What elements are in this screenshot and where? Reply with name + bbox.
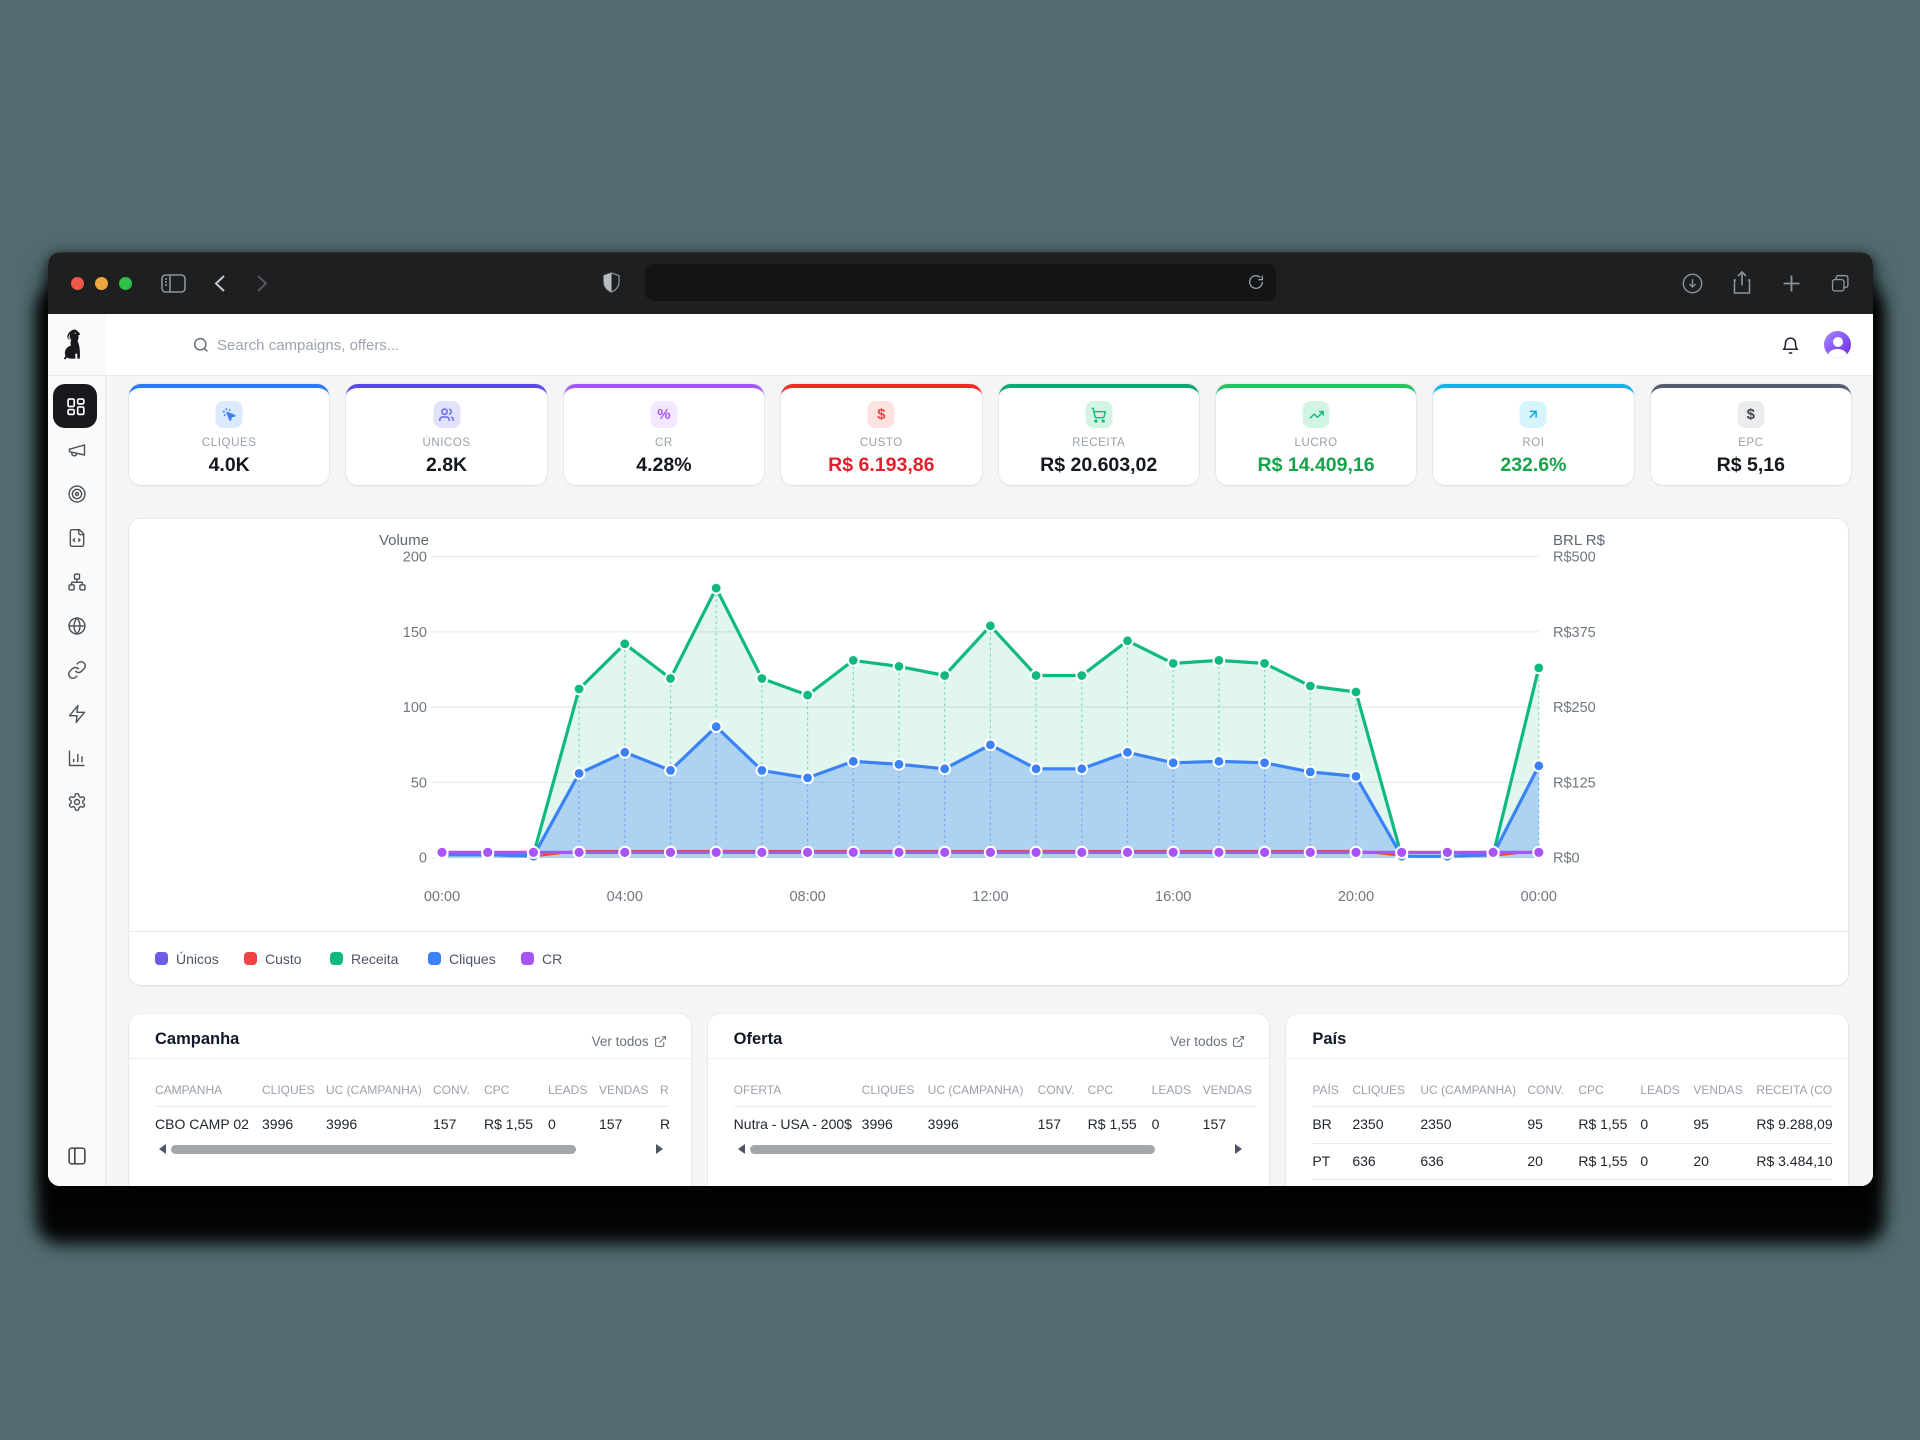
svg-text:0: 0 — [419, 851, 427, 867]
svg-text:08:00: 08:00 — [789, 889, 825, 905]
svg-text:200: 200 — [403, 550, 427, 566]
svg-text:Volume: Volume — [379, 532, 429, 549]
svg-text:100: 100 — [403, 700, 427, 716]
svg-text:00:00: 00:00 — [1521, 889, 1557, 905]
svg-text:50: 50 — [411, 775, 427, 791]
svg-text:00:00: 00:00 — [424, 889, 460, 905]
svg-text:20:00: 20:00 — [1338, 889, 1374, 905]
svg-text:150: 150 — [403, 625, 427, 641]
svg-text:12:00: 12:00 — [972, 889, 1008, 905]
svg-text:BRL R$: BRL R$ — [1553, 532, 1606, 549]
svg-text:R$250: R$250 — [1553, 700, 1596, 716]
svg-text:R$0: R$0 — [1553, 851, 1580, 867]
svg-text:04:00: 04:00 — [607, 889, 643, 905]
svg-text:16:00: 16:00 — [1155, 889, 1191, 905]
svg-text:R$375: R$375 — [1553, 625, 1596, 641]
svg-text:R$125: R$125 — [1553, 775, 1596, 791]
svg-text:R$500: R$500 — [1553, 550, 1596, 566]
